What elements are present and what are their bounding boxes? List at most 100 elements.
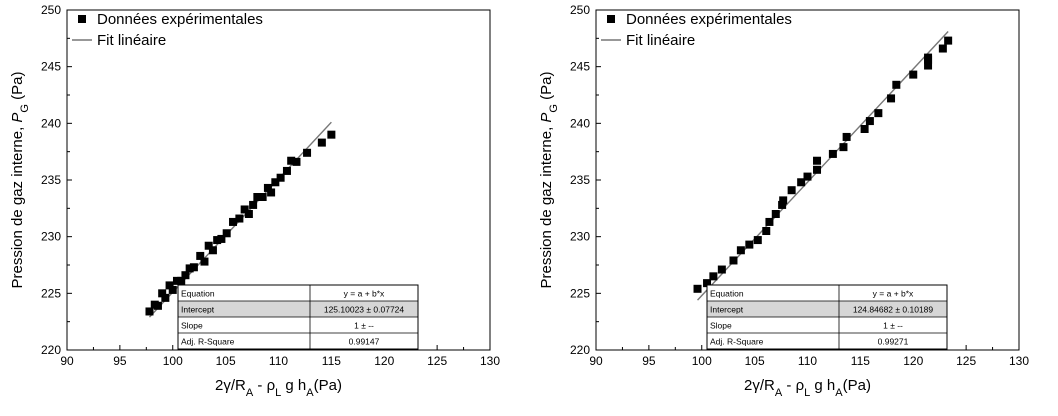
stats-cell-value: 124.84682 ± 0.10189 — [853, 305, 934, 315]
y-tick-label: 250 — [570, 3, 590, 17]
data-point — [287, 156, 296, 165]
data-point — [779, 196, 788, 205]
legend-label-data: Données expérimentales — [97, 11, 263, 28]
data-point — [753, 236, 762, 245]
x-tick-label: 110 — [798, 354, 817, 368]
x-tick-label: 105 — [745, 354, 765, 368]
y-tick-label: 230 — [41, 230, 61, 244]
stats-cell-label: Slope — [181, 321, 203, 331]
y-tick-label: 240 — [570, 116, 590, 130]
y-tick-label: 220 — [570, 343, 590, 357]
data-point — [813, 165, 822, 174]
stats-cell-label: Slope — [710, 321, 732, 331]
stats-row-highlight — [178, 301, 418, 317]
stats-table-border — [177, 284, 419, 350]
data-point — [787, 186, 796, 195]
y-axis-label: Pression de gaz interne, PG (Pa) — [538, 71, 560, 288]
x-tick-label: 100 — [163, 354, 183, 368]
data-point — [765, 217, 774, 226]
x-tick-label: 90 — [589, 354, 603, 368]
legend-marker-data — [607, 15, 615, 23]
data-point — [177, 276, 186, 285]
data-point — [709, 272, 718, 281]
data-point — [860, 125, 869, 133]
stats-cell-label: Adj. R-Square — [181, 337, 235, 347]
stats-cell-value: 1 ± -- — [354, 321, 374, 331]
stats-row-highlight — [707, 301, 947, 317]
data-point — [189, 263, 198, 272]
data-point — [717, 265, 726, 274]
data-point — [235, 214, 244, 223]
data-point — [839, 143, 848, 152]
data-point — [208, 246, 217, 255]
data-point — [771, 210, 780, 218]
y-tick-label: 245 — [41, 60, 61, 74]
data-point — [729, 256, 738, 265]
data-point — [244, 210, 253, 218]
data-point — [317, 138, 326, 147]
legend-label-data: Données expérimentales — [626, 11, 792, 28]
stats-cell-label: Equation — [710, 289, 744, 299]
y-tick-label: 220 — [41, 343, 61, 357]
stats-cell-value: 125.10023 ± 0.07724 — [324, 305, 405, 315]
data-point — [217, 234, 226, 243]
y-tick-label: 225 — [41, 286, 61, 300]
data-point — [229, 217, 238, 226]
data-point — [944, 36, 953, 45]
x-tick-label: 120 — [374, 354, 394, 368]
x-axis-label: 2γ/RA - ρL g hA(Pa) — [744, 377, 871, 399]
data-point — [327, 130, 336, 139]
data-point — [196, 251, 205, 260]
data-point — [303, 148, 312, 157]
data-point — [292, 157, 301, 166]
data-point — [803, 172, 812, 181]
stats-cell-label: Intercept — [710, 305, 744, 315]
data-point — [778, 200, 787, 209]
x-tick-label: 90 — [60, 354, 74, 368]
fit-line — [697, 31, 949, 301]
chart-right: 90 95 100 105 110 115 120 125 130 220 225 230 235 240… — [538, 3, 1029, 399]
data-point — [762, 227, 771, 235]
data-point — [168, 285, 177, 294]
data-point — [258, 193, 267, 201]
y-tick-label: 235 — [570, 173, 590, 187]
data-point — [222, 229, 231, 238]
data-point — [282, 166, 291, 175]
x-axis-label: 2γ/RA - ρL g hA(Pa) — [215, 377, 342, 399]
data-point — [797, 178, 806, 187]
data-point — [828, 149, 837, 158]
stats-cell-label: Intercept — [181, 305, 215, 315]
stats-cell-value: 1 ± -- — [883, 321, 903, 331]
data-point — [887, 94, 896, 103]
stats-cell-label: Adj. R-Square — [710, 337, 764, 347]
chart-left: 90 95 100 105 110 115 120 125 130 220 225 230 235 240… — [9, 3, 500, 399]
x-tick-label: 125 — [427, 354, 447, 368]
data-point — [145, 307, 154, 316]
y-tick-label: 225 — [570, 286, 590, 300]
stats-cell-value: 0.99271 — [878, 337, 909, 347]
data-point — [842, 132, 851, 141]
data-point — [703, 279, 712, 288]
x-tick-label: 130 — [480, 354, 500, 368]
x-tick-label: 120 — [903, 354, 923, 368]
x-tick-label: 105 — [216, 354, 236, 368]
y-tick-label: 230 — [570, 230, 590, 244]
x-tick-label: 125 — [956, 354, 976, 368]
data-point — [693, 284, 702, 293]
data-point — [263, 183, 272, 192]
y-tick-label: 250 — [41, 3, 61, 17]
data-point — [745, 240, 754, 249]
data-point — [158, 289, 167, 298]
legend-label-fit: Fit linéaire — [97, 32, 166, 49]
x-tick-label: 115 — [322, 354, 341, 368]
data-point — [204, 241, 213, 250]
data-point — [153, 301, 162, 310]
data-point — [271, 178, 280, 187]
stats-cell-value: y = a + b*x — [873, 289, 914, 299]
data-point — [924, 61, 933, 70]
data-point — [874, 109, 883, 118]
y-tick-label: 235 — [41, 173, 61, 187]
data-point — [865, 117, 874, 126]
data-point — [181, 271, 190, 280]
